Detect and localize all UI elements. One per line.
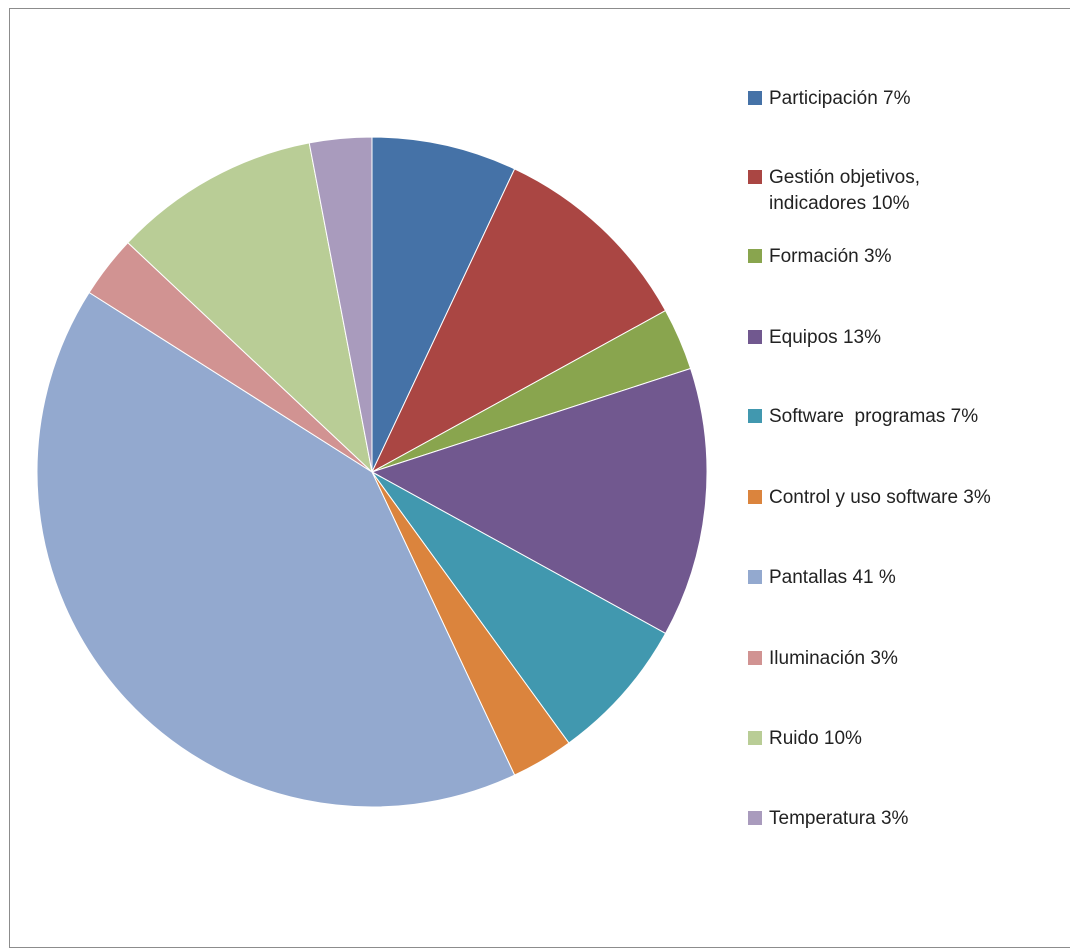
legend-item: Equipos 13% [748, 325, 881, 351]
legend-swatch [748, 91, 762, 105]
legend-swatch [748, 651, 762, 665]
legend-label: Participación 7% [769, 88, 911, 109]
legend-item: Software programas 7% [748, 404, 978, 430]
legend-label: Formación 3% [769, 246, 892, 267]
legend-item: Temperatura 3% [748, 806, 908, 832]
pie-slice-8 [127, 142, 373, 474]
legend-label: Software programas 7% [769, 406, 979, 427]
legend: Participación 7% Gestión objetivos, indic… [748, 0, 1068, 932]
legend-label: Control y uso software 3% [769, 487, 991, 508]
legend-swatch [748, 731, 762, 745]
legend-item: Gestión objetivos, indicadores 10% [748, 165, 920, 217]
legend-item: Formación 3% [748, 244, 892, 270]
legend-label: Gestión objetivos, indicadores 10% [769, 167, 921, 214]
pie-slice-3 [370, 367, 708, 635]
legend-label: Ruido 10% [769, 728, 862, 749]
legend-item: Control y uso software 3% [748, 485, 991, 511]
legend-swatch [748, 170, 762, 184]
legend-label: Equipos 13% [769, 327, 881, 348]
legend-label: Temperatura 3% [769, 808, 909, 829]
legend-label: Iluminación 3% [769, 648, 898, 669]
legend-swatch [748, 249, 762, 263]
legend-swatch [748, 811, 762, 825]
legend-swatch [748, 409, 762, 423]
legend-swatch [748, 330, 762, 344]
pie-slice-6 [36, 291, 516, 808]
legend-item: Iluminación 3% [748, 646, 898, 672]
pie-slice-4 [371, 471, 667, 744]
legend-swatch [748, 490, 762, 504]
pie-slice-9 [308, 136, 373, 473]
legend-item: Participación 7% [748, 86, 911, 112]
legend-item: Ruido 10% [748, 726, 862, 752]
pie-slice-0 [371, 136, 516, 473]
legend-label: Pantallas 41 % [769, 567, 896, 588]
legend-swatch [748, 570, 762, 584]
legend-item: Pantallas 41 % [748, 565, 896, 591]
pie-slice-1 [370, 168, 667, 474]
